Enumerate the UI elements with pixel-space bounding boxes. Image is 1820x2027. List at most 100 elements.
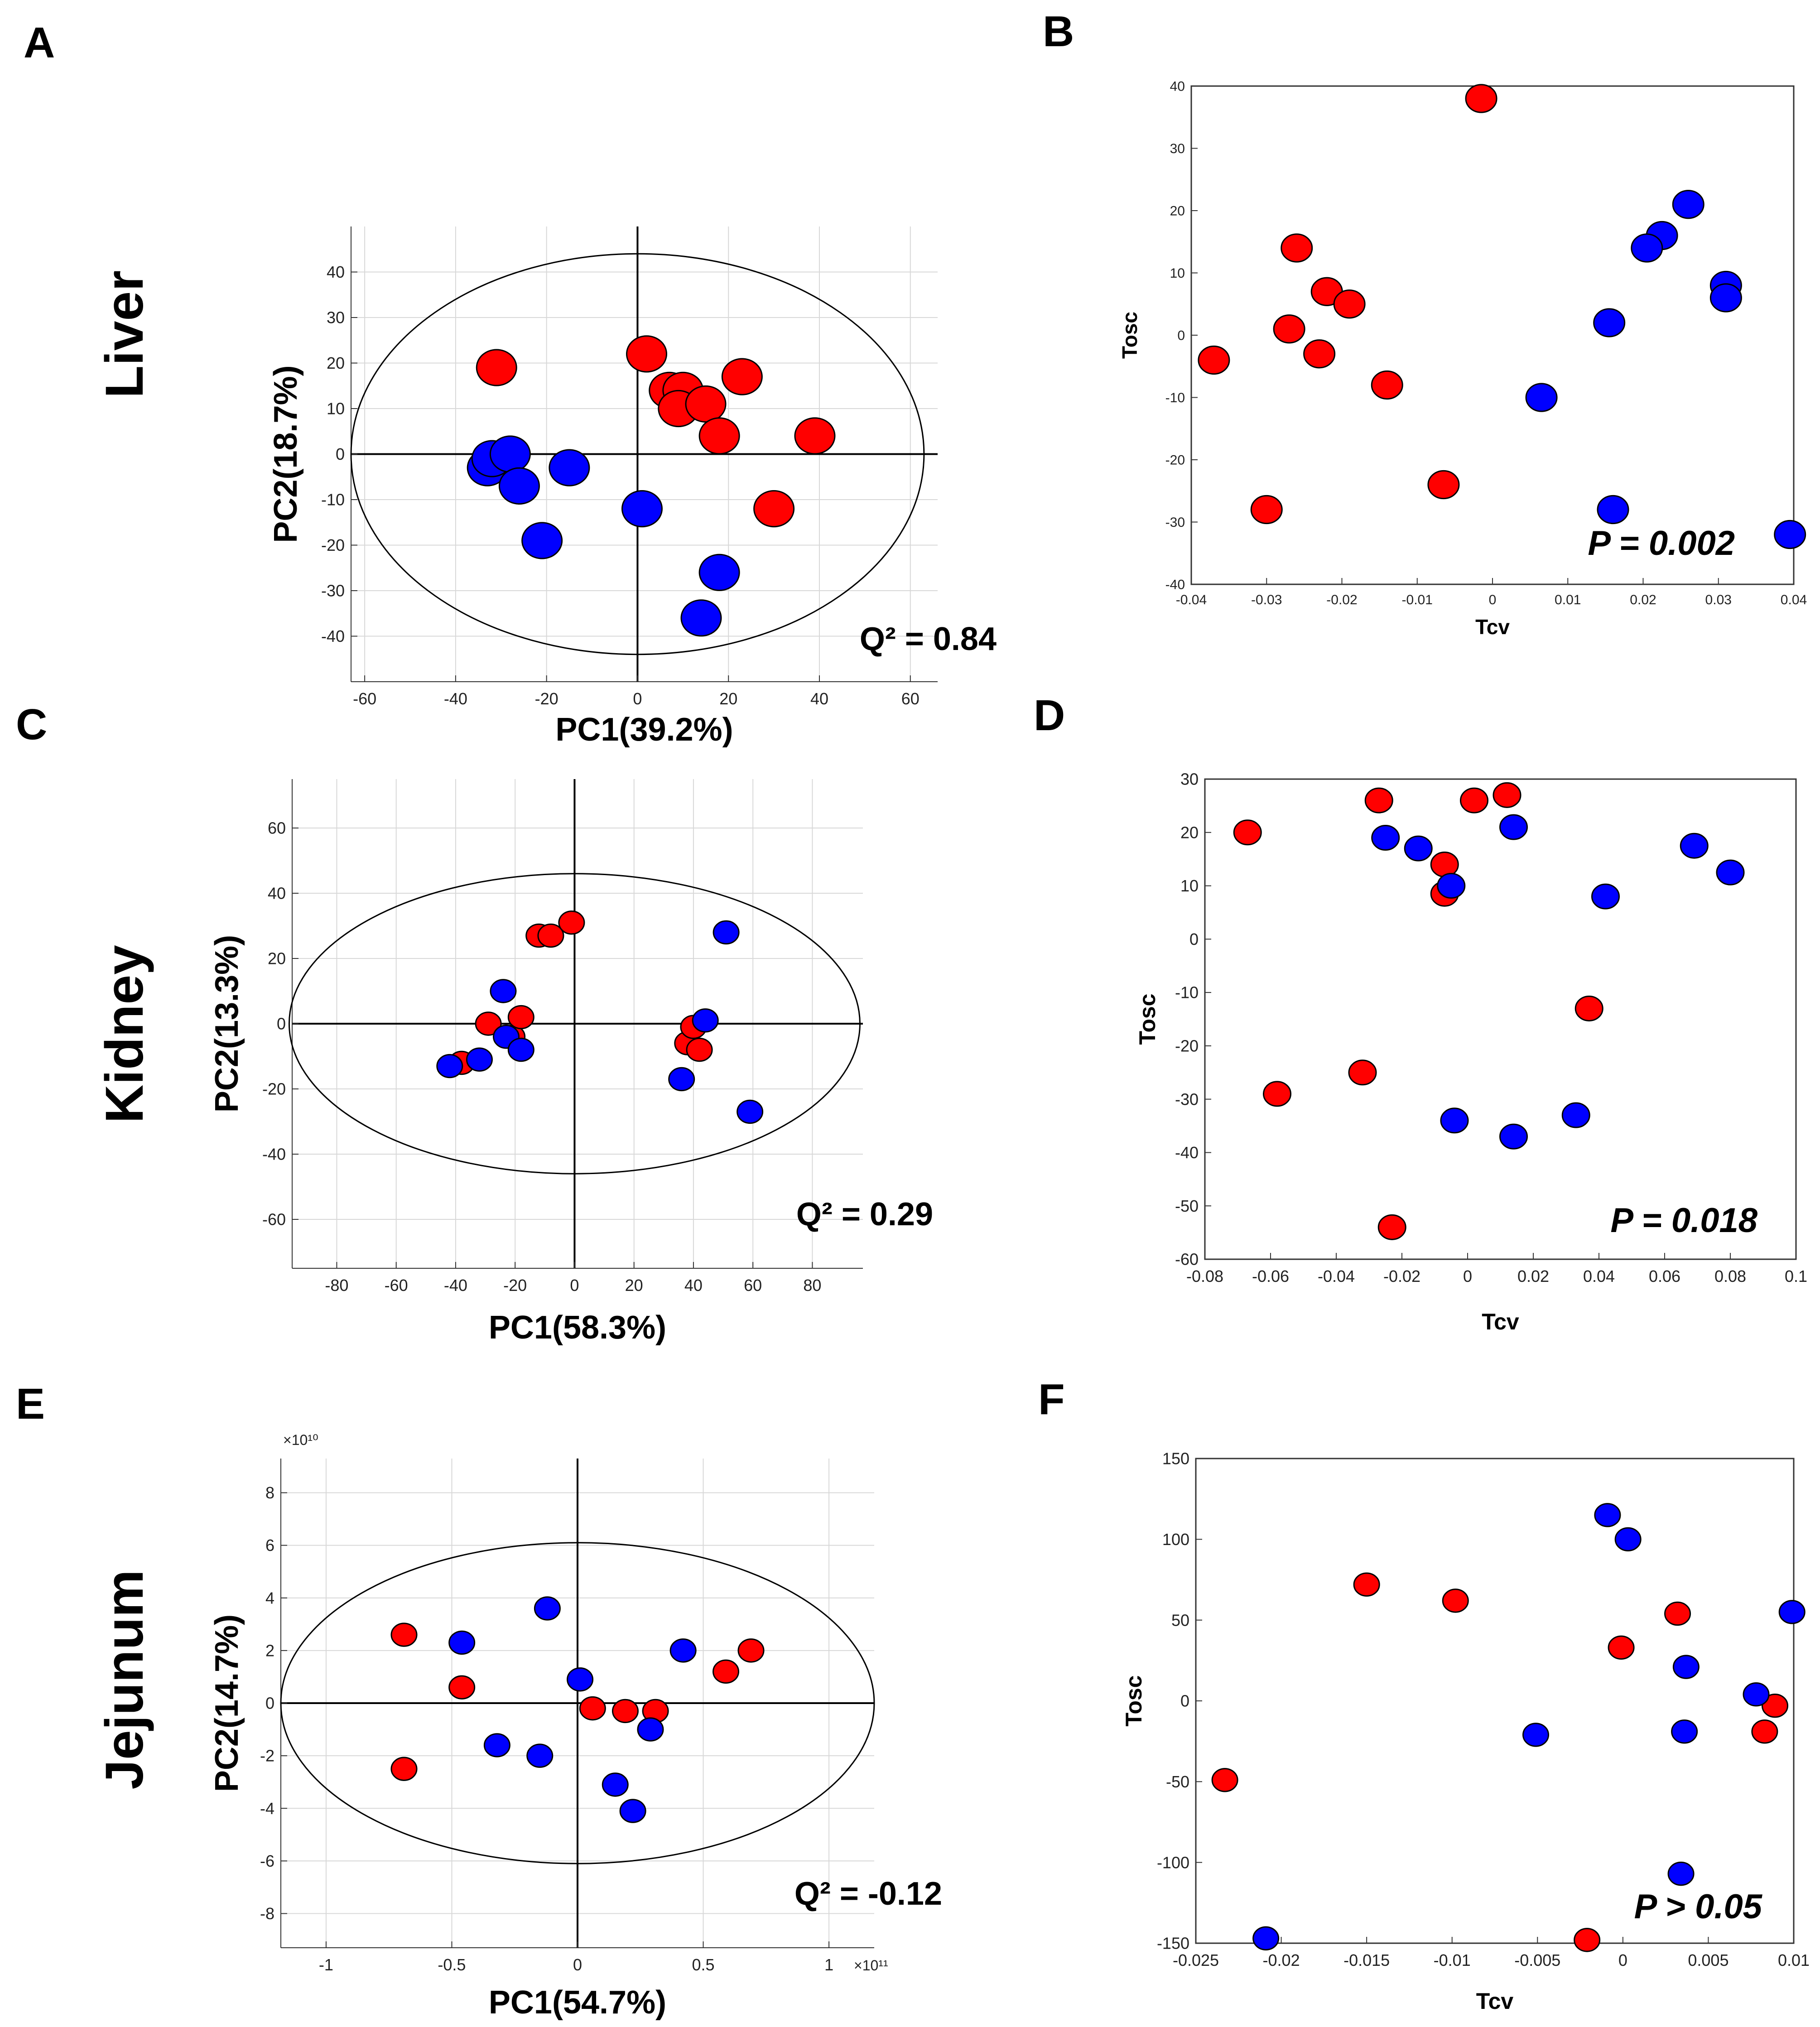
data-point-blue: [567, 1667, 594, 1692]
data-point-red: [390, 1623, 418, 1647]
y-tick-label: 30: [1180, 770, 1199, 789]
data-point-blue: [692, 1008, 719, 1033]
data-point-blue: [1525, 383, 1558, 412]
y-tick-label: -8: [260, 1904, 274, 1923]
y-tick-label: 0: [1177, 328, 1185, 343]
x-tick-label: 0: [1618, 1951, 1627, 1969]
data-point-red: [713, 1659, 739, 1684]
x-tick-label: 20: [625, 1276, 643, 1295]
data-point-blue: [534, 1596, 561, 1621]
y-tick-label: 60: [268, 819, 286, 838]
y-tick-label: -40: [1165, 578, 1185, 592]
data-point-blue: [507, 1037, 534, 1062]
y-tick-label: 30: [1170, 141, 1185, 156]
y-tick-label: -4: [260, 1799, 274, 1818]
data-point-blue: [1667, 1861, 1695, 1886]
data-point-red: [753, 490, 795, 528]
data-point-red: [537, 923, 564, 948]
x-axis-title: PC1(39.2%): [555, 712, 733, 748]
x-tick-label: -80: [325, 1276, 348, 1295]
data-point-blue: [1252, 1926, 1280, 1951]
y-tick-label: 20: [268, 949, 286, 968]
data-point-blue: [637, 1717, 664, 1742]
x-tick-label: 80: [803, 1276, 821, 1295]
panel-d-opls-plot: -0.08 -0.06 -0.04 -0.02 0 0.02 0.04 0.06 0.08 0.1…: [1135, 770, 1807, 1334]
data-point-blue: [1671, 1719, 1698, 1744]
x-tick-label: -20: [535, 689, 559, 708]
panel-b-annotation: P = 0.002: [1588, 524, 1735, 563]
data-point-red: [1364, 787, 1393, 814]
data-point-red: [1762, 1694, 1789, 1718]
x-tick-label: 0.01: [1555, 592, 1581, 607]
data-point-blue: [1672, 1655, 1700, 1679]
x-tick-label: 40: [684, 1276, 703, 1295]
data-point-red: [737, 1638, 765, 1663]
y-tick-label: -60: [262, 1210, 286, 1229]
data-point-red: [1442, 1589, 1469, 1613]
x-tick-label: 1: [824, 1955, 833, 1974]
data-point-red: [626, 335, 668, 373]
y-tick-label: -40: [321, 627, 345, 645]
data-point-blue: [1716, 859, 1745, 886]
x-tick-label: -0.02: [1383, 1267, 1420, 1286]
x-axis-title: Tcv: [1476, 1988, 1514, 2014]
data-point-blue: [1614, 1527, 1642, 1552]
y-tick-label: 8: [265, 1483, 274, 1502]
x-tick-label: 60: [901, 689, 920, 708]
x-tick-label: -0.06: [1252, 1267, 1289, 1286]
x-tick-label: 0: [633, 689, 642, 708]
data-point-red: [1211, 1768, 1238, 1792]
plot-frame: [1195, 1458, 1795, 1944]
data-point-red: [1608, 1635, 1635, 1660]
x-exponent-label: ×10¹¹: [854, 1957, 888, 1974]
data-point-red: [611, 1699, 639, 1724]
data-point-red: [1664, 1601, 1691, 1626]
data-point-blue: [737, 1099, 764, 1124]
y-tick-label: 0: [336, 445, 345, 463]
data-point-red: [390, 1757, 418, 1781]
x-tick-label: 20: [719, 689, 737, 708]
x-tick-label: -40: [444, 1276, 467, 1295]
data-point-red: [1427, 470, 1460, 500]
x-axis-title: PC1(58.3%): [489, 1310, 666, 1346]
x-tick-label: -60: [353, 689, 376, 708]
y-tick-label: -50: [1166, 1772, 1189, 1791]
data-point-red: [721, 358, 763, 395]
y-axis-title: PC2(13.3%): [209, 935, 245, 1112]
data-point-red: [1198, 345, 1230, 375]
data-point-red: [1233, 819, 1262, 846]
x-tick-label: -60: [385, 1276, 408, 1295]
x-tick-label: 0: [1489, 592, 1497, 607]
data-point-red: [1353, 1572, 1380, 1597]
panel-d-annotation: P = 0.018: [1610, 1201, 1757, 1240]
data-point-blue: [669, 1638, 697, 1663]
data-point-blue: [1499, 814, 1528, 840]
y-tick-label: -30: [1165, 515, 1185, 530]
data-point-blue: [498, 467, 540, 505]
x-tick-label: -0.02: [1326, 592, 1357, 607]
y-tick-label: -40: [1175, 1143, 1199, 1162]
y-tick-label: 20: [1170, 204, 1185, 219]
y-exponent-label: ×10¹⁰: [283, 1432, 318, 1448]
y-axis-title: Tosc: [1135, 994, 1160, 1045]
data-point-red: [685, 385, 727, 423]
x-axis-title: Tcv: [1475, 615, 1510, 639]
x-tick-label: -0.02: [1263, 1951, 1300, 1969]
data-point-blue: [490, 979, 517, 1003]
data-point-red: [1465, 84, 1497, 113]
data-point-blue: [526, 1743, 554, 1768]
data-point-blue: [1774, 520, 1806, 549]
x-tick-label: 0.1: [1785, 1267, 1807, 1286]
x-tick-label: 0.03: [1705, 592, 1732, 607]
panel-letter-b: B: [1043, 7, 1074, 56]
y-axis-title: Tosc: [1121, 1676, 1146, 1727]
y-tick-label: -10: [1175, 983, 1199, 1002]
x-tick-label: 0.005: [1688, 1951, 1729, 1969]
data-point-red: [1371, 370, 1403, 400]
y-tick-label: -20: [262, 1080, 286, 1098]
panel-letter-f: F: [1038, 1375, 1065, 1424]
y-axis-title: Tosc: [1118, 312, 1141, 359]
y-tick-label: -50: [1175, 1197, 1199, 1215]
y-tick-label: 150: [1162, 1449, 1189, 1468]
y-axis-title: PC2(18.7%): [268, 365, 304, 543]
